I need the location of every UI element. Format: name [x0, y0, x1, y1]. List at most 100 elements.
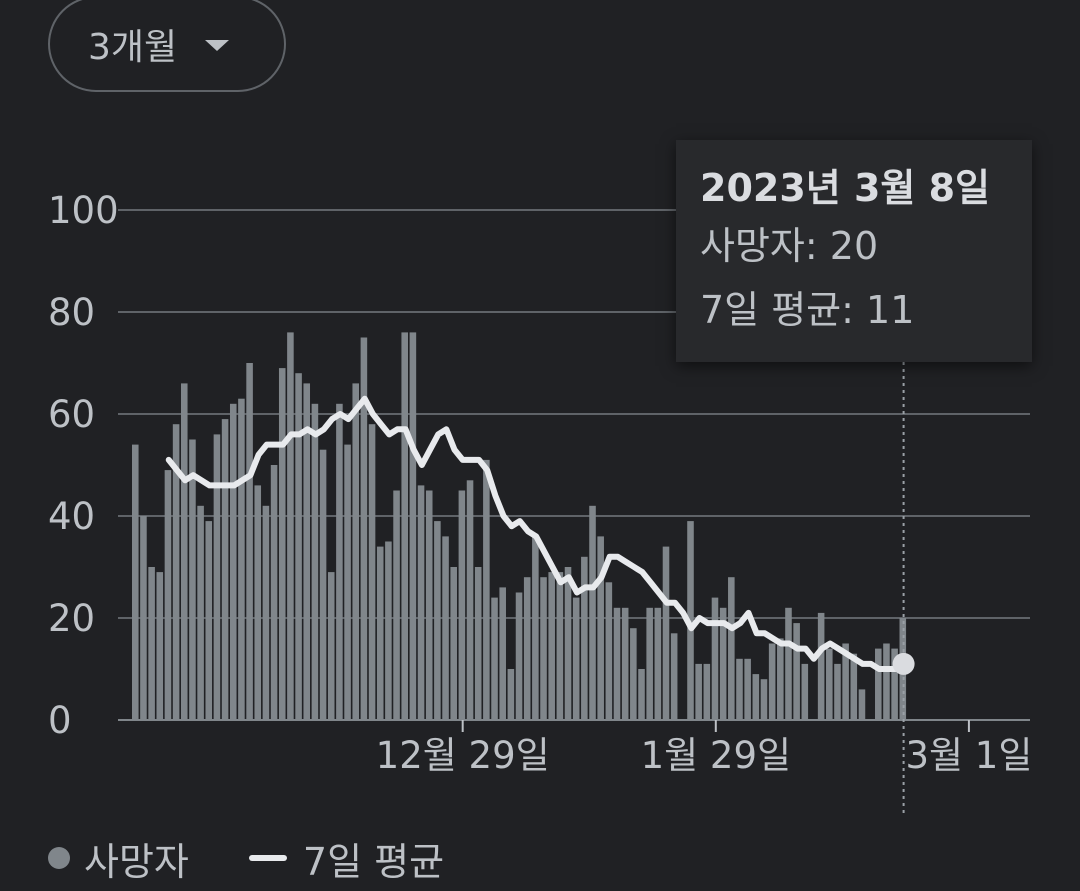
- bar[interactable]: [630, 628, 637, 720]
- bar[interactable]: [540, 577, 547, 720]
- bar[interactable]: [703, 663, 711, 720]
- bar[interactable]: [760, 679, 768, 720]
- bar[interactable]: [491, 597, 498, 720]
- bar[interactable]: [385, 541, 392, 721]
- bar[interactable]: [785, 607, 792, 720]
- bar[interactable]: [515, 592, 523, 721]
- bar[interactable]: [744, 658, 751, 720]
- bar[interactable]: [711, 597, 719, 720]
- bar[interactable]: [360, 337, 368, 721]
- bar[interactable]: [670, 633, 678, 720]
- bar[interactable]: [393, 490, 400, 721]
- bar[interactable]: [883, 643, 890, 721]
- bar[interactable]: [834, 663, 841, 720]
- x-tick-label: 3월 1일: [905, 734, 1032, 777]
- bar[interactable]: [409, 332, 417, 720]
- tooltip-deaths-value: 20: [829, 224, 879, 268]
- bar[interactable]: [597, 536, 604, 720]
- bar[interactable]: [229, 403, 237, 720]
- legend-deaths-dot-icon: [48, 847, 70, 869]
- bar[interactable]: [417, 485, 425, 720]
- bar[interactable]: [817, 612, 825, 720]
- bar[interactable]: [132, 444, 139, 720]
- bar[interactable]: [719, 607, 727, 720]
- bar[interactable]: [507, 669, 515, 720]
- bar[interactable]: [295, 373, 302, 720]
- bar[interactable]: [768, 643, 776, 721]
- range-dropdown[interactable]: 3개월: [48, 0, 286, 92]
- bar[interactable]: [450, 567, 457, 720]
- x-tick-label: 12월 29일: [376, 734, 550, 777]
- bar[interactable]: [466, 480, 474, 720]
- bar[interactable]: [850, 653, 858, 720]
- bar[interactable]: [499, 587, 506, 720]
- bar[interactable]: [319, 449, 327, 720]
- bar[interactable]: [287, 332, 294, 720]
- bar[interactable]: [376, 546, 384, 720]
- bar[interactable]: [401, 332, 408, 720]
- bar[interactable]: [352, 383, 360, 720]
- bar[interactable]: [254, 485, 262, 720]
- bar[interactable]: [425, 490, 433, 721]
- bar[interactable]: [695, 663, 702, 720]
- bar[interactable]: [875, 648, 882, 720]
- highlight-point[interactable]: [892, 652, 915, 675]
- bar[interactable]: [556, 572, 564, 720]
- bar[interactable]: [344, 444, 351, 720]
- bar[interactable]: [238, 398, 245, 720]
- bar[interactable]: [180, 383, 188, 720]
- bar[interactable]: [442, 536, 449, 720]
- bar[interactable]: [270, 465, 278, 720]
- bar[interactable]: [548, 572, 555, 720]
- bar[interactable]: [581, 556, 588, 720]
- bar[interactable]: [842, 643, 849, 721]
- chart-legend: 사망자 7일 평균: [48, 828, 444, 888]
- bar[interactable]: [589, 505, 596, 720]
- bar[interactable]: [172, 424, 180, 720]
- bar[interactable]: [654, 607, 662, 720]
- bar[interactable]: [621, 607, 629, 720]
- bar[interactable]: [532, 536, 539, 720]
- bar[interactable]: [523, 577, 531, 720]
- bar[interactable]: [474, 567, 482, 720]
- bar[interactable]: [638, 669, 645, 720]
- bar[interactable]: [189, 439, 196, 721]
- bar[interactable]: [336, 403, 343, 720]
- tooltip-date: 2023년 3월 8일: [700, 166, 990, 210]
- bar[interactable]: [728, 577, 735, 720]
- bar[interactable]: [140, 516, 147, 720]
- bar[interactable]: [752, 674, 760, 720]
- legend-avg-label: 7일 평균: [302, 839, 445, 884]
- bar[interactable]: [205, 521, 213, 720]
- bar[interactable]: [572, 597, 580, 720]
- bar[interactable]: [858, 689, 866, 720]
- bar[interactable]: [646, 607, 653, 720]
- bar[interactable]: [662, 546, 670, 720]
- bar[interactable]: [793, 623, 800, 720]
- bar[interactable]: [164, 470, 172, 720]
- bar[interactable]: [156, 572, 164, 720]
- bar[interactable]: [213, 434, 221, 720]
- bar[interactable]: [368, 424, 376, 720]
- bar[interactable]: [891, 648, 898, 720]
- bar[interactable]: [303, 383, 311, 720]
- bar[interactable]: [613, 607, 621, 720]
- bar[interactable]: [434, 521, 441, 720]
- bar[interactable]: [736, 658, 743, 720]
- bar[interactable]: [221, 419, 229, 720]
- bar[interactable]: [278, 368, 286, 720]
- bar[interactable]: [826, 648, 833, 720]
- bar[interactable]: [197, 505, 204, 720]
- bar[interactable]: [483, 459, 490, 720]
- bar[interactable]: [564, 567, 572, 720]
- bar[interactable]: [777, 638, 784, 720]
- bar[interactable]: [311, 403, 319, 720]
- bar[interactable]: [262, 505, 270, 720]
- bar[interactable]: [246, 363, 253, 720]
- bar[interactable]: [801, 663, 809, 720]
- bar[interactable]: [148, 567, 155, 720]
- bar[interactable]: [605, 582, 613, 720]
- bar[interactable]: [458, 490, 466, 721]
- bar[interactable]: [327, 572, 335, 720]
